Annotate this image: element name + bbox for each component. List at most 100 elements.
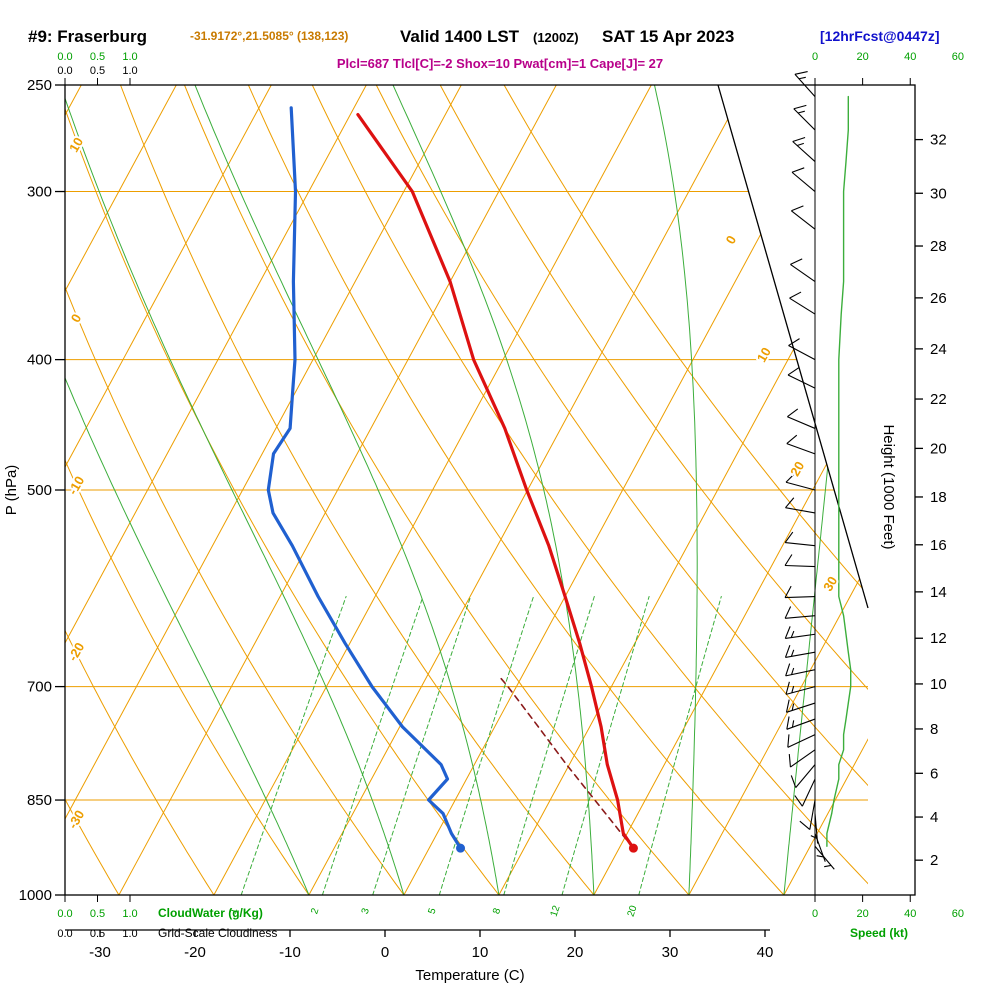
speed-scale-bottom: 40 — [904, 908, 916, 920]
temperature-tick-label: -30 — [89, 944, 111, 961]
height-tick-label: 28 — [930, 238, 947, 255]
wind-barb — [786, 434, 816, 455]
wind-barb — [785, 681, 816, 695]
pressure-tick-label: 400 — [27, 352, 52, 369]
moist-adiabat — [654, 85, 698, 895]
wind-barb — [784, 531, 816, 547]
isotherm-label: 0 — [723, 233, 740, 247]
wind-barb — [785, 472, 816, 491]
temperature-tick-label: 10 — [472, 944, 489, 961]
speed-axis-title: Speed (kt) — [850, 926, 908, 940]
mixing-ratio-label: 5 — [426, 906, 438, 915]
dry-adiabat — [65, 85, 405, 895]
valid-date: SAT 15 Apr 2023 — [602, 27, 734, 46]
sounding-profiles — [266, 106, 635, 850]
dewpoint-curve — [266, 106, 463, 850]
temperature-axis-title: Temperature (C) — [415, 967, 524, 984]
height-tick-label: 6 — [930, 765, 938, 782]
speed-scale-top: 40 — [904, 51, 916, 63]
height-tick-label: 24 — [930, 341, 947, 358]
mixing-ratio-line — [438, 596, 534, 895]
wind-barb — [786, 716, 816, 730]
temperature-tick-label: 20 — [567, 944, 584, 961]
moist-adiabat — [194, 85, 500, 895]
cloudwater-scale-top: 1.0 — [122, 51, 137, 63]
wind-barb — [787, 367, 816, 389]
mixing-ratio-line — [638, 596, 722, 895]
mixing-ratio-line — [372, 596, 472, 895]
mixing-ratio-label: 1 — [228, 906, 240, 915]
mixing-ratio-label: 8 — [491, 906, 503, 915]
speed-scale-bottom: 20 — [856, 908, 868, 920]
wind-barb — [784, 626, 816, 639]
wind-barb — [785, 699, 816, 713]
isotherm-label: 20 — [787, 459, 807, 479]
height-tick-label: 8 — [930, 721, 938, 738]
height-axis-title: Height (1000 Feet) — [880, 424, 897, 549]
dry-adiabat — [503, 85, 868, 895]
wind-barb — [785, 663, 816, 677]
dry-adiabat-label: -30 — [65, 807, 87, 831]
wind-barb — [784, 554, 816, 568]
cloudwater-label: CloudWater (g/Kg) — [158, 906, 263, 920]
wind-barb — [814, 845, 835, 870]
speed-scale-top: 0 — [812, 51, 818, 63]
mixing-ratio-line — [561, 596, 650, 895]
dry-adiabat — [439, 85, 868, 895]
surface-dots — [456, 843, 638, 853]
height-tick-label: 4 — [930, 809, 938, 826]
wind-barb — [793, 104, 816, 131]
mixing-ratio-label: 20 — [626, 904, 640, 918]
pressure-tick-label: 300 — [27, 184, 52, 201]
isotherm-label: 10 — [754, 345, 774, 365]
wind-barb — [784, 606, 816, 619]
height-tick-label: 2 — [930, 852, 938, 869]
height-tick-label: 32 — [930, 132, 947, 149]
temperature-tick-label: 30 — [662, 944, 679, 961]
height-tick-label: 22 — [930, 391, 947, 408]
temperature-tick-label: -20 — [184, 944, 206, 961]
height-tick-label: 12 — [930, 630, 947, 647]
mixing-ratio-line — [240, 596, 347, 895]
speed-scale-top: 20 — [856, 51, 868, 63]
background-grid — [65, 85, 868, 895]
dry-adiabat — [65, 85, 500, 895]
speed-scale-top: 60 — [952, 51, 964, 63]
wind-barb — [792, 136, 816, 162]
pressure-tick-label: 250 — [27, 77, 52, 94]
wind-barb — [790, 258, 816, 283]
wind-barb — [785, 497, 816, 514]
dry-adiabat-label: -10 — [65, 474, 87, 498]
parcel-path-curve — [497, 674, 635, 849]
wind-barb — [784, 645, 816, 658]
isotherm-label: 30 — [820, 574, 840, 594]
wind-barb — [794, 71, 816, 97]
surface-temperature-dot — [628, 843, 638, 853]
pressure-tick-label: 850 — [27, 792, 52, 809]
pressure-axis-title: P (hPa) — [3, 465, 20, 516]
height-tick-label: 26 — [930, 290, 947, 307]
wind-barb — [789, 291, 816, 315]
dry-adiabat — [120, 85, 595, 895]
wind-barb — [787, 408, 816, 429]
height-tick-label: 14 — [930, 584, 947, 601]
height-tick-label: 18 — [930, 489, 947, 506]
pressure-tick-label: 1000 — [19, 887, 52, 904]
moist-adiabat — [392, 85, 595, 895]
surface-dewpoint-dot — [456, 843, 466, 853]
temperature-tick-label: 40 — [757, 944, 774, 961]
height-tick-label: 30 — [930, 185, 947, 202]
moist-adiabat — [65, 85, 310, 895]
station-coords: -31.9172°,21.5085° (138,123) — [190, 29, 348, 43]
station-title: #9: Fraserburg — [28, 27, 147, 46]
mixing-ratio-label: 2 — [309, 906, 321, 915]
valid-zulu: (1200Z) — [533, 30, 579, 45]
dry-adiabat — [375, 85, 868, 895]
pressure-tick-label: 500 — [27, 482, 52, 499]
cloudiness-scale-bottom: 0.0 — [57, 928, 72, 940]
mixing-ratio-line — [503, 596, 595, 895]
wind-barb — [799, 799, 816, 831]
moist-adiabat — [65, 85, 405, 895]
